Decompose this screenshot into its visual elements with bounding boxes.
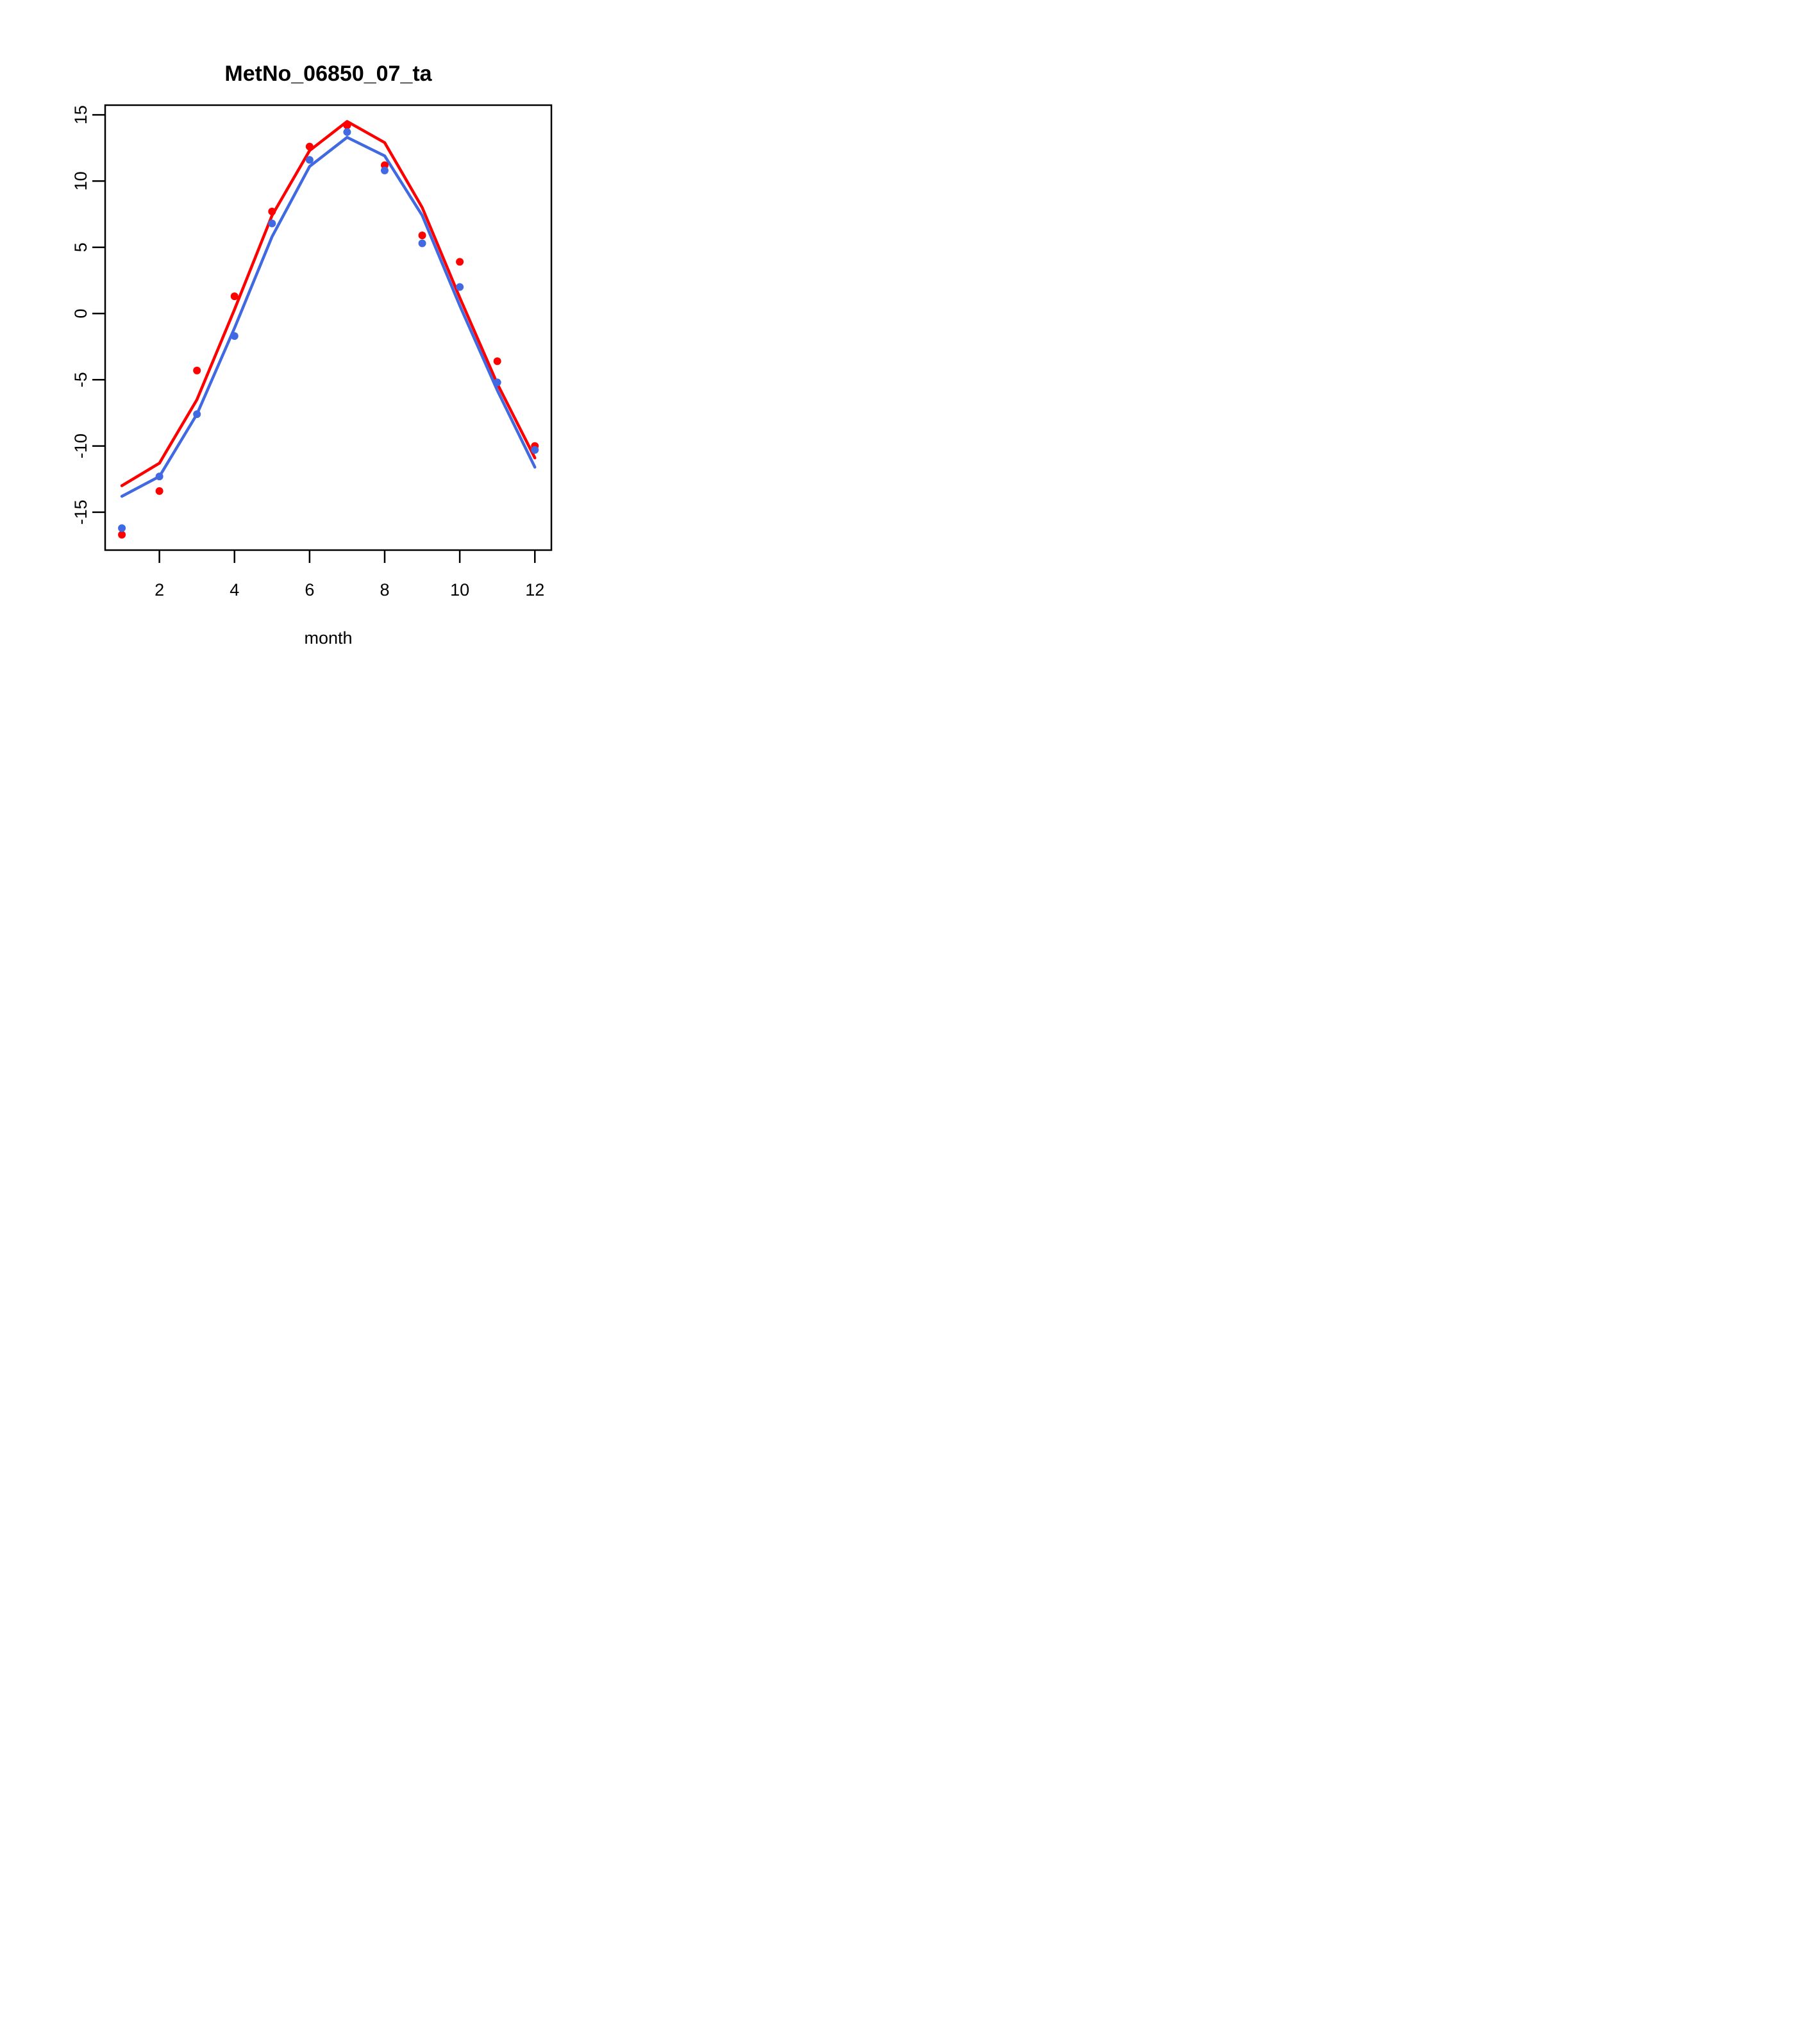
blue-points-marker [531, 446, 539, 454]
blue-points-marker [493, 378, 501, 387]
blue-points-marker [193, 410, 201, 419]
red-line [120, 120, 537, 487]
red-points-marker [268, 207, 276, 215]
red-points-marker [305, 142, 314, 151]
y-tick-label: 15 [71, 105, 90, 124]
red-points-marker [456, 258, 464, 266]
blue-points-marker [155, 473, 163, 481]
blue-points-marker [380, 166, 389, 174]
red-points-marker [155, 487, 163, 495]
red-points-marker [343, 121, 351, 130]
blue-points-marker [343, 128, 351, 136]
y-tick-label: 0 [71, 308, 90, 318]
red-points-marker [193, 366, 201, 374]
y-tick-label: -10 [71, 433, 90, 458]
blue-points-marker [418, 239, 426, 247]
x-tick-label: 6 [305, 580, 314, 599]
red-points-marker [230, 292, 239, 301]
blue-line [120, 135, 537, 498]
red-points-marker [493, 357, 501, 365]
y-tick-label: -15 [71, 499, 90, 524]
x-tick-label: 12 [525, 580, 544, 599]
x-tick-label: 10 [450, 580, 469, 599]
plot-box [104, 104, 553, 551]
plot-canvas: 2 4 6 8 10 12 15 10 5 0 -5 -10 -15 [71, 104, 553, 599]
red-points-marker [118, 531, 126, 539]
red-points-marker [418, 231, 426, 240]
blue-points-marker [118, 524, 126, 532]
blue-points-marker [456, 283, 464, 291]
blue-points-marker [305, 156, 314, 164]
plot-figure: MetNo_06850_07_ta 2 4 6 8 10 12 15 10 5 0 -5 -10 -15… [0, 0, 606, 682]
x-axis-title: month [304, 628, 353, 648]
blue-points-marker [268, 219, 276, 228]
chart-title: MetNo_06850_07_ta [224, 62, 432, 86]
y-tick-label: -5 [71, 372, 90, 387]
x-tick-label: 8 [380, 580, 389, 599]
x-tick-label: 2 [155, 580, 164, 599]
x-tick-label: 4 [230, 580, 239, 599]
y-tick-label: 5 [71, 242, 90, 252]
y-tick-label: 10 [71, 171, 90, 190]
red-points-marker [380, 161, 389, 169]
blue-points-marker [230, 332, 239, 340]
